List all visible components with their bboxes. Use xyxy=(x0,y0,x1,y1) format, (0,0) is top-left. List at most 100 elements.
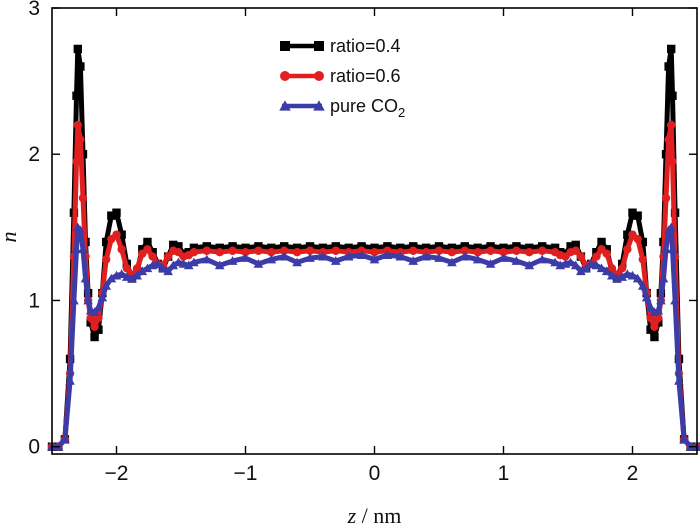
data-point xyxy=(344,243,353,253)
data-point xyxy=(267,248,276,257)
data-point xyxy=(460,246,469,255)
data-point xyxy=(158,263,168,273)
data-point xyxy=(292,248,302,257)
data-point xyxy=(94,325,103,334)
data-point xyxy=(597,237,606,247)
data-point xyxy=(602,245,611,254)
data-point xyxy=(318,243,328,253)
legend-label: ratio=0.6 xyxy=(330,66,401,86)
data-point xyxy=(78,193,88,203)
series-1 xyxy=(47,120,700,451)
data-point xyxy=(511,256,522,265)
data-point xyxy=(117,245,126,254)
data-point xyxy=(473,243,482,253)
data-point xyxy=(112,208,121,217)
data-point xyxy=(370,248,379,257)
data-point xyxy=(472,254,483,264)
data-point xyxy=(628,208,637,217)
data-point xyxy=(421,243,431,253)
data-point xyxy=(148,248,157,257)
data-point xyxy=(550,257,560,267)
legend-label: pure CO2 xyxy=(330,96,405,120)
data-point xyxy=(641,292,652,302)
data-point xyxy=(591,260,602,270)
data-point xyxy=(72,157,81,166)
data-point xyxy=(189,248,199,257)
data-point xyxy=(331,242,340,251)
data-point xyxy=(241,243,250,253)
data-point xyxy=(266,254,277,264)
data-point xyxy=(571,246,580,255)
data-point xyxy=(667,120,676,130)
x-tick-label: 2 xyxy=(627,462,639,485)
data-point xyxy=(122,264,132,273)
data-point xyxy=(638,237,648,247)
data-point xyxy=(370,243,379,253)
data-point xyxy=(215,248,224,257)
data-point xyxy=(447,257,457,267)
data-point xyxy=(668,157,677,166)
data-point xyxy=(132,270,142,280)
data-point xyxy=(566,242,575,251)
data-point xyxy=(638,255,648,264)
data-point xyxy=(524,260,535,270)
data-point xyxy=(607,264,617,273)
data-point xyxy=(645,302,656,312)
data-point xyxy=(97,292,108,302)
y-axis-title: n xyxy=(0,232,21,243)
data-point xyxy=(623,230,632,239)
x-tick-label: 1 xyxy=(498,462,510,485)
legend-marker xyxy=(314,71,324,81)
data-point xyxy=(434,253,444,262)
data-point xyxy=(189,257,199,267)
legend-entry-1: ratio=0.6 xyxy=(280,66,401,86)
data-point xyxy=(668,91,677,100)
data-point xyxy=(280,246,289,255)
data-point xyxy=(168,260,179,270)
data-point xyxy=(667,44,676,54)
data-point xyxy=(240,253,251,262)
data-point xyxy=(512,246,521,255)
legend-label-main: ratio=0.4 xyxy=(330,36,401,56)
data-point xyxy=(143,245,152,254)
data-point xyxy=(305,246,315,255)
legend-label-main: pure CO xyxy=(330,96,398,116)
data-point xyxy=(409,246,418,255)
data-point xyxy=(65,376,75,385)
data-point xyxy=(73,44,82,54)
data-point xyxy=(163,266,173,276)
data-point xyxy=(627,270,638,280)
data-point xyxy=(214,260,225,270)
data-point xyxy=(76,135,85,144)
data-point xyxy=(305,253,315,262)
data-point xyxy=(305,242,315,251)
data-point xyxy=(650,322,659,331)
data-point xyxy=(447,243,457,253)
data-point xyxy=(525,243,534,253)
data-point xyxy=(421,251,431,261)
data-point xyxy=(550,243,560,253)
data-point xyxy=(576,266,586,276)
data-point xyxy=(633,211,642,220)
data-point xyxy=(396,243,405,253)
data-point xyxy=(101,281,112,290)
data-point xyxy=(434,246,444,255)
data-point xyxy=(674,376,684,385)
data-point xyxy=(650,332,659,342)
data-point xyxy=(537,254,548,264)
data-point xyxy=(169,240,178,250)
legend-entry-2: pure CO2 xyxy=(279,96,405,120)
data-point xyxy=(254,242,263,251)
data-point xyxy=(101,255,111,264)
data-point xyxy=(183,260,194,270)
data-point xyxy=(215,243,224,253)
data-point xyxy=(174,242,183,251)
data-point xyxy=(267,243,276,253)
data-point xyxy=(343,251,354,261)
legend-label: ratio=0.4 xyxy=(330,36,401,56)
data-point xyxy=(596,263,607,273)
data-point xyxy=(666,222,677,232)
data-point xyxy=(408,256,419,265)
data-point xyxy=(73,120,83,130)
